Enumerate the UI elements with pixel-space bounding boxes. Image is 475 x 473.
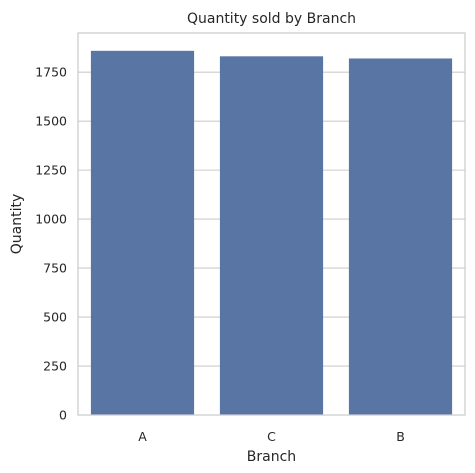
x-tick-label: B [396,429,405,444]
bar-A [90,50,195,416]
y-tick-label: 0 [59,408,67,423]
y-tick-label: 1750 [35,65,67,80]
y-tick-labels: 0 250 500 750 1000 1250 1500 1750 [35,65,67,423]
y-tick-label: 1250 [35,163,67,178]
y-tick-label: 1500 [35,114,67,129]
chart-title: Quantity sold by Branch [187,11,356,27]
y-tick-label: 1000 [35,212,67,227]
bar-C [219,56,324,415]
x-axis-label: Branch [247,449,296,465]
plot-frame [77,32,466,416]
x-tick-label: A [138,429,147,444]
y-axis-label: Quantity [9,194,25,255]
x-tick-label: C [267,429,276,444]
y-tick-label: 250 [43,359,67,374]
y-tick-label: 750 [43,261,67,276]
bar-B [348,58,453,415]
y-tick-label: 500 [43,310,67,325]
bars [90,50,453,416]
